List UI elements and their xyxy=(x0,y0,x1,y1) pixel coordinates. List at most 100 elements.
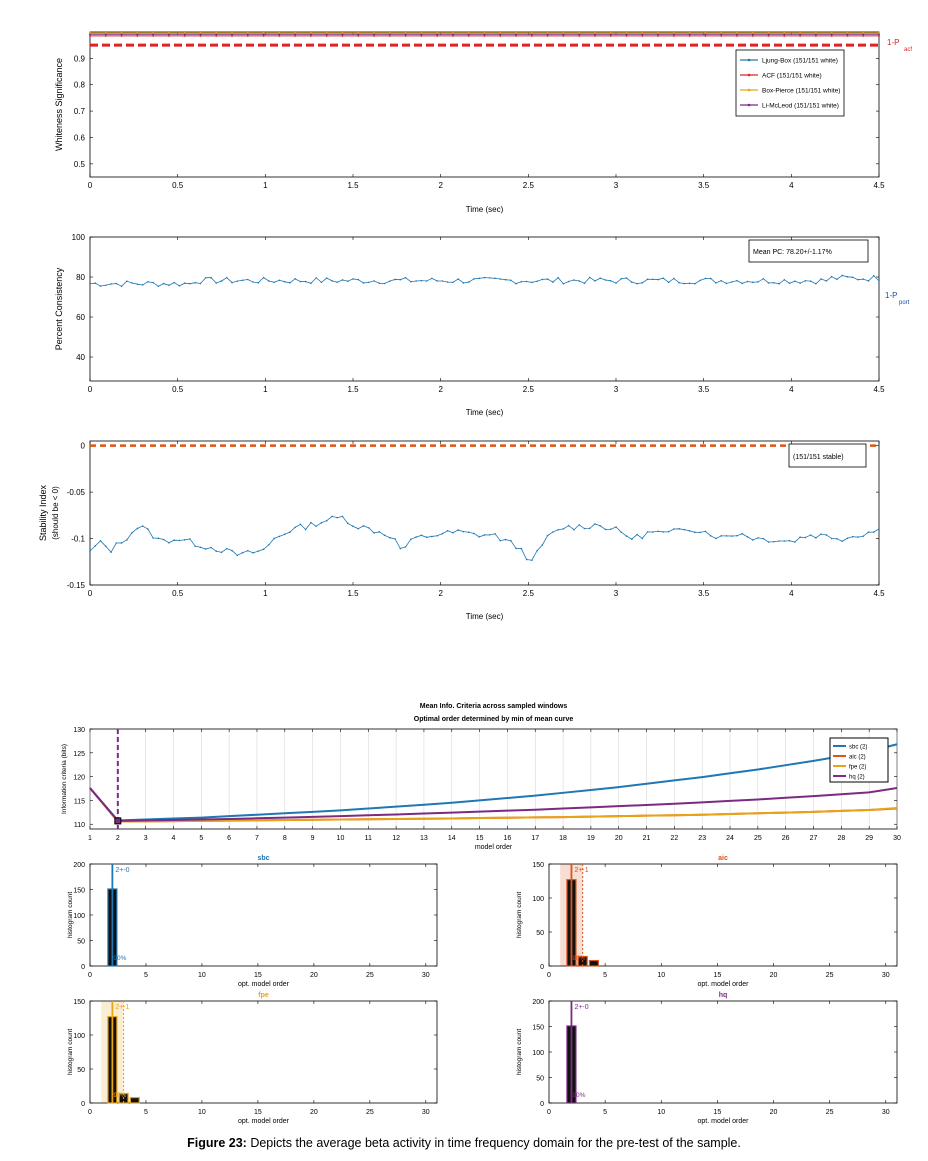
hist-aic-percent-label: 90% xyxy=(572,955,585,962)
whiteness-point xyxy=(641,31,644,34)
hist-sbc-ylabel: histogram count xyxy=(67,892,74,938)
criteria-xtick-label: 6 xyxy=(227,835,231,842)
stability-point xyxy=(457,529,460,531)
hist-fpe-title: fpe xyxy=(258,992,269,999)
stability-point xyxy=(746,536,749,538)
whiteness-ylabel: Whiteness Significance xyxy=(54,58,64,151)
consistency-point xyxy=(110,283,112,285)
whiteness-point xyxy=(436,35,439,37)
stability-point xyxy=(189,538,191,540)
consistency-point xyxy=(478,277,481,280)
whiteness-point xyxy=(704,35,707,37)
criteria-xtick-label: 21 xyxy=(643,835,651,842)
consistency-point xyxy=(594,280,596,282)
whiteness-xtick-label: 1.5 xyxy=(347,181,359,190)
stability-point xyxy=(778,540,780,542)
stability-point xyxy=(394,538,396,540)
whiteness-point xyxy=(814,35,817,37)
stability-point xyxy=(194,545,196,547)
stability-point xyxy=(851,535,854,538)
consistency-point xyxy=(799,282,801,284)
consistency-point xyxy=(794,280,796,283)
consistency-point xyxy=(699,279,701,282)
stability-point xyxy=(273,537,275,540)
stability-point xyxy=(210,546,212,549)
stability-point xyxy=(99,539,102,542)
whiteness-point xyxy=(467,31,470,34)
stability-point xyxy=(620,531,623,533)
stability-point xyxy=(836,537,838,540)
criteria-xtick-label: 17 xyxy=(531,835,539,842)
whiteness-point xyxy=(467,33,470,36)
hist-aic-ytick-label: 50 xyxy=(536,930,544,937)
hist-aic-frame xyxy=(548,863,898,967)
whiteness-point xyxy=(862,33,865,36)
hist-hq-ytick-label: 50 xyxy=(536,1076,544,1083)
whiteness-point xyxy=(720,35,723,37)
hist-aic-title: aic xyxy=(718,855,728,862)
consistency-point xyxy=(599,277,602,280)
hist-sbc-xlabel: opt. model order xyxy=(238,981,290,988)
whiteness-point xyxy=(341,33,344,36)
stability-point xyxy=(872,531,875,533)
hist-fpe-xtick-label: 5 xyxy=(144,1109,148,1116)
stability-point xyxy=(399,547,402,550)
consistency-point xyxy=(357,278,360,281)
criteria-xtick-label: 13 xyxy=(420,835,428,842)
hist-aic-xtick-label: 15 xyxy=(713,972,721,979)
whiteness-point xyxy=(294,33,297,36)
consistency-point xyxy=(147,280,149,283)
whiteness-point xyxy=(215,35,218,37)
consistency-point xyxy=(725,282,728,285)
criteria-xtick-label: 18 xyxy=(559,835,567,842)
whiteness-point xyxy=(404,35,407,37)
criteria-ytick-label: 130 xyxy=(73,727,85,734)
consistency-point xyxy=(341,279,344,281)
stability-ylabel: Stability Index xyxy=(38,484,48,541)
whiteness-point xyxy=(609,31,612,34)
consistency-point xyxy=(872,274,875,277)
hist-hq-ytick-label: 0 xyxy=(540,1101,544,1108)
stability-point xyxy=(278,535,281,538)
whiteness-xtick-label: 3 xyxy=(614,181,619,190)
criteria-xtick-label: 30 xyxy=(893,835,901,842)
consistency-point xyxy=(641,282,644,284)
whiteness-point xyxy=(720,33,723,36)
stability-point xyxy=(362,525,365,527)
stability-point xyxy=(183,539,186,541)
consistency-point xyxy=(788,282,791,285)
consistency-point xyxy=(809,280,812,282)
consistency-point xyxy=(541,278,544,281)
consistency-point xyxy=(362,282,365,284)
consistency-point xyxy=(231,281,233,284)
whiteness-point xyxy=(452,31,454,34)
consistency-point xyxy=(394,278,396,281)
whiteness-point xyxy=(436,31,439,34)
whiteness-point xyxy=(846,35,849,37)
stability-point xyxy=(157,537,160,540)
stability-point xyxy=(257,550,260,552)
hist-aic-xlabel: opt. model order xyxy=(698,981,750,988)
whiteness-point xyxy=(120,35,123,37)
consistency-point xyxy=(436,280,438,282)
whiteness-point xyxy=(609,35,612,37)
consistency-point xyxy=(162,282,165,285)
consistency-point xyxy=(299,280,302,283)
criteria-xtick-label: 20 xyxy=(615,835,623,842)
stability-point xyxy=(594,523,596,525)
criteria-ylabel: Information criteria (bits) xyxy=(61,744,68,814)
consistency-point xyxy=(215,282,218,284)
whiteness-point xyxy=(357,35,360,37)
stability-point xyxy=(583,527,586,530)
whiteness-point xyxy=(294,35,297,37)
consistency-point xyxy=(536,280,538,283)
whiteness-point xyxy=(452,33,454,36)
stability-point xyxy=(720,535,722,537)
stability-point xyxy=(488,534,491,536)
consistency-point xyxy=(867,280,870,282)
consistency-point xyxy=(199,282,202,285)
stability-point xyxy=(120,542,123,544)
criteria-series-3 xyxy=(89,787,898,822)
whiteness-point xyxy=(89,33,91,36)
whiteness-legend-label: Li-McLeod (151/151 white) xyxy=(762,103,839,110)
